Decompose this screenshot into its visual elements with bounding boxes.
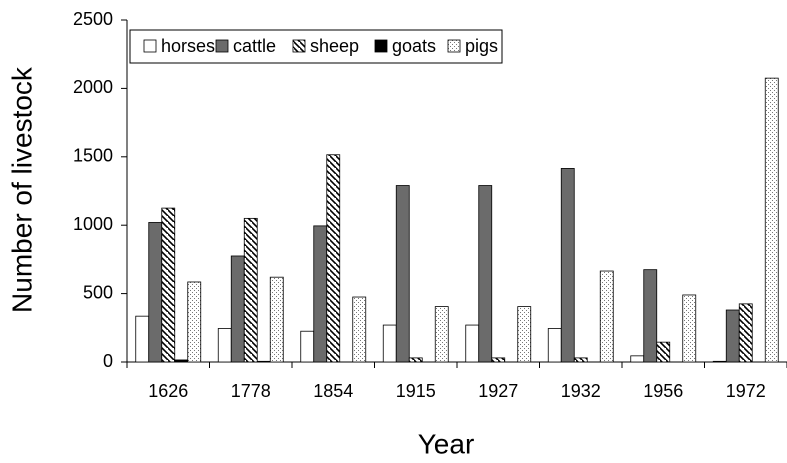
bar xyxy=(547,328,562,363)
y-tick-label: 2000 xyxy=(73,77,113,97)
legend-label: horses xyxy=(161,36,215,56)
bar xyxy=(161,207,176,363)
legend-label: cattle xyxy=(233,36,276,56)
legend-swatch xyxy=(447,39,461,53)
x-tick-label: 1915 xyxy=(396,381,436,401)
bar xyxy=(465,324,480,363)
x-tick-label: 1626 xyxy=(148,381,188,401)
bar xyxy=(478,185,493,363)
bar xyxy=(352,296,367,363)
bar xyxy=(599,270,614,363)
bar xyxy=(712,360,727,363)
legend-label: pigs xyxy=(465,36,498,56)
bar xyxy=(300,330,315,363)
bar xyxy=(395,185,410,363)
bar xyxy=(725,309,740,363)
bar xyxy=(230,255,245,363)
bar xyxy=(243,217,258,363)
bar xyxy=(217,328,232,363)
bar xyxy=(256,360,271,363)
bar xyxy=(491,357,506,363)
legend-swatch xyxy=(292,39,306,53)
legend-swatch xyxy=(215,39,229,53)
x-tick-label: 1778 xyxy=(231,381,271,401)
bar xyxy=(382,324,397,363)
x-tick-label: 1956 xyxy=(643,381,683,401)
x-axis-title: Year xyxy=(418,428,475,459)
bar xyxy=(682,294,697,363)
bar xyxy=(630,355,645,363)
legend-label: goats xyxy=(392,36,436,56)
y-axis-title: Number of livestock xyxy=(6,66,37,313)
bar xyxy=(313,225,328,363)
x-tick-label: 1854 xyxy=(313,381,353,401)
bar xyxy=(187,281,202,363)
bar xyxy=(656,341,671,363)
y-tick-label: 1000 xyxy=(73,214,113,234)
bar xyxy=(764,77,779,363)
bar xyxy=(408,357,423,363)
legend-label: sheep xyxy=(310,36,359,56)
y-tick-label: 2500 xyxy=(73,9,113,29)
legend-swatch xyxy=(143,39,157,53)
bar xyxy=(174,359,189,363)
x-tick-label: 1932 xyxy=(561,381,601,401)
bar xyxy=(135,315,150,363)
y-tick-label: 500 xyxy=(83,282,113,302)
bar xyxy=(643,269,658,363)
x-tick-label: 1927 xyxy=(478,381,518,401)
bar xyxy=(573,357,588,363)
y-tick-label: 0 xyxy=(103,351,113,371)
bar xyxy=(434,306,449,363)
y-tick-label: 1500 xyxy=(73,146,113,166)
bar xyxy=(517,306,532,363)
bar xyxy=(560,168,575,363)
bar xyxy=(148,222,163,363)
legend-swatch xyxy=(374,39,388,53)
bar xyxy=(738,303,753,363)
bar xyxy=(326,154,341,363)
legend-box xyxy=(129,29,503,64)
bar xyxy=(269,276,284,363)
x-tick-label: 1972 xyxy=(726,381,766,401)
